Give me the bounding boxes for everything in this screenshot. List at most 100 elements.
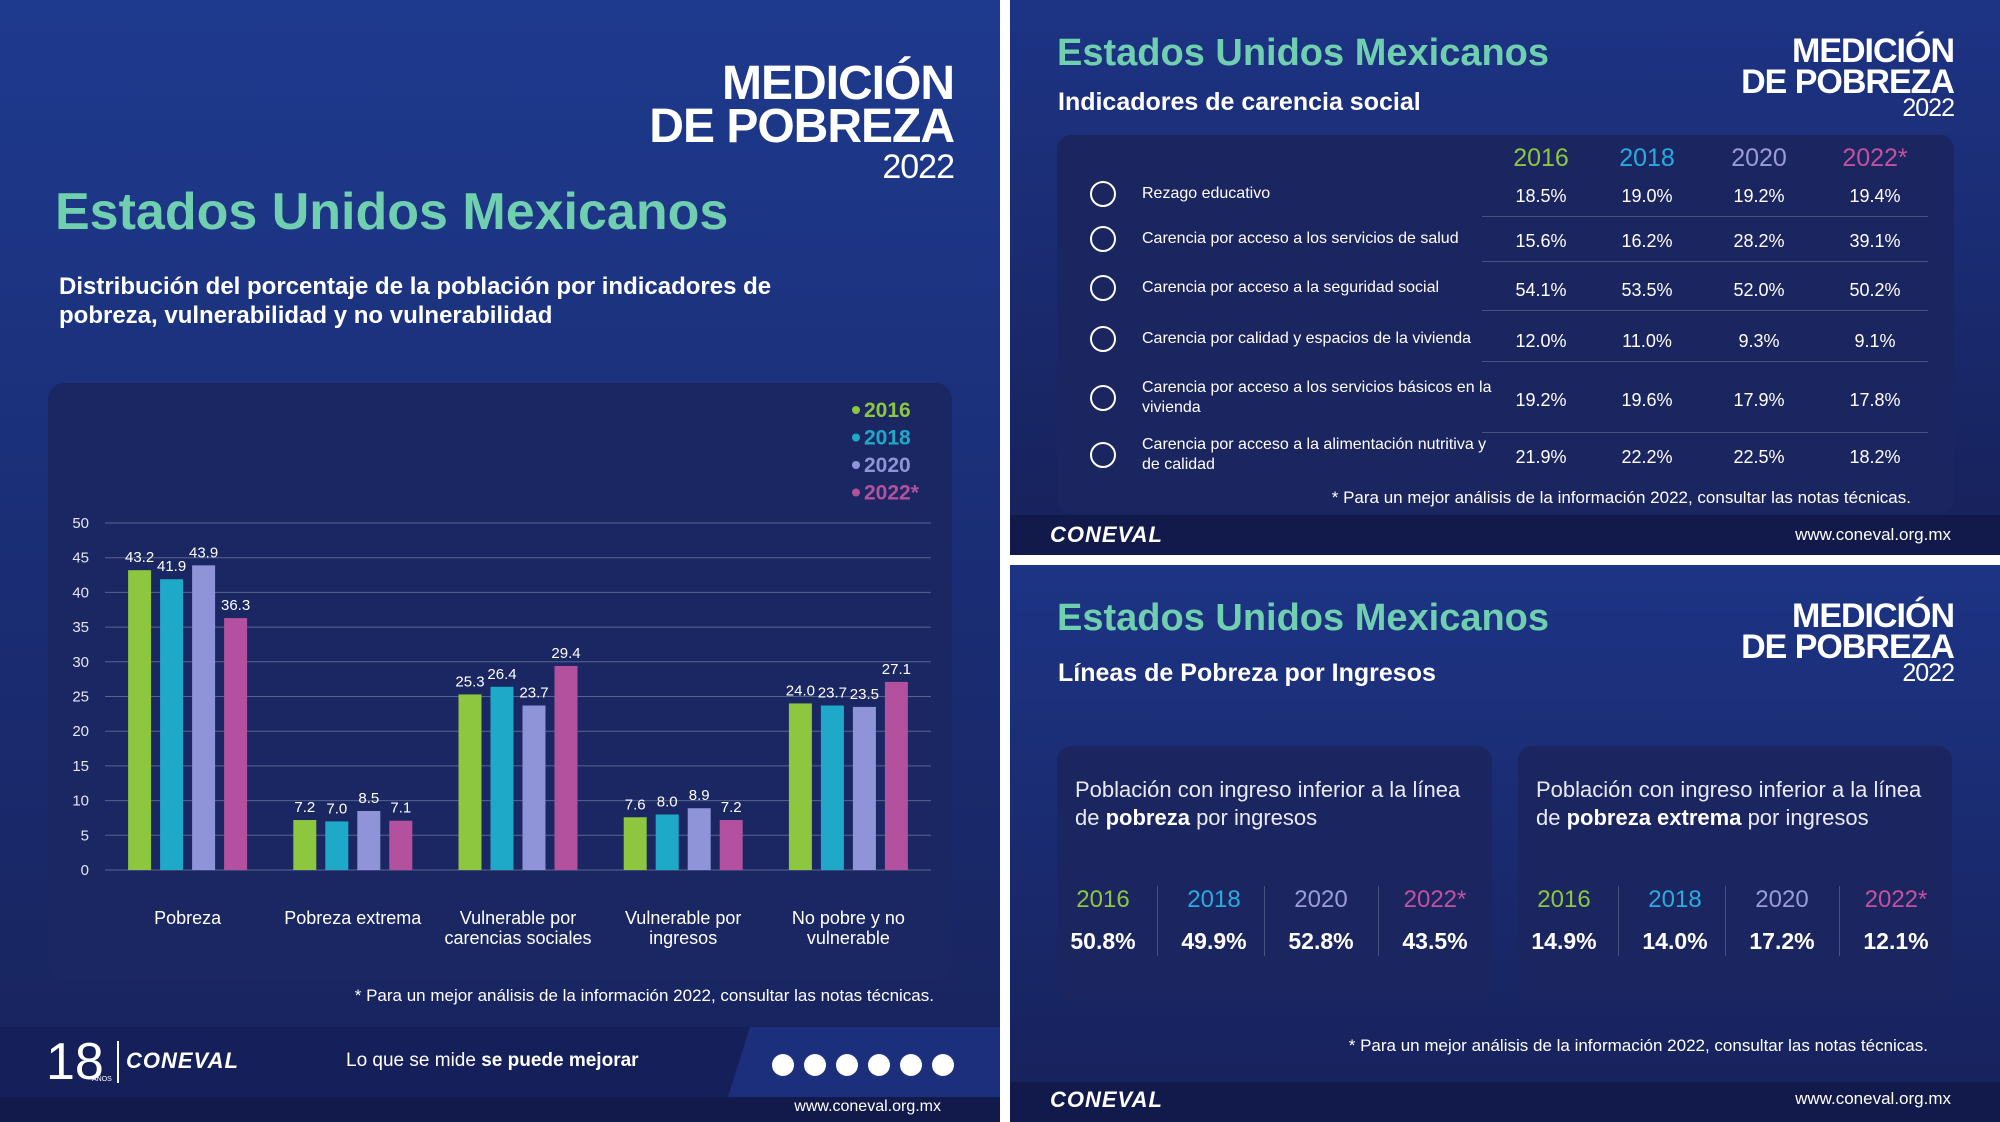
brand: CONEVAL bbox=[1050, 1087, 1163, 1112]
row-label: Carencia por acceso a la alimentación nu… bbox=[1142, 436, 1487, 473]
legend-marker bbox=[852, 488, 860, 497]
legend-marker bbox=[852, 433, 860, 442]
cell: 22.5% bbox=[1733, 447, 1785, 467]
divider bbox=[1378, 886, 1379, 956]
card-text-part: por ingresos bbox=[1189, 805, 1318, 830]
cell: 19.4% bbox=[1849, 186, 1901, 206]
value-label: 25.3 bbox=[455, 673, 484, 690]
subtitle: Indicadores de carencia social bbox=[1058, 88, 1421, 116]
value-label: 8.0 bbox=[657, 793, 678, 810]
year: 2018 bbox=[1187, 886, 1241, 913]
divider bbox=[1264, 886, 1265, 956]
row-label: Rezago educativo bbox=[1142, 185, 1271, 202]
value: 52.8% bbox=[1288, 928, 1354, 954]
divider bbox=[1618, 886, 1619, 956]
row-icon bbox=[1090, 442, 1116, 468]
row-divider bbox=[1482, 310, 1928, 311]
bar bbox=[293, 820, 317, 870]
note: * Para un mejor análisis de la informaci… bbox=[354, 986, 934, 1005]
bar bbox=[623, 817, 647, 870]
y-tick-label: 35 bbox=[72, 619, 89, 636]
logo-year: 2022 bbox=[1902, 659, 1955, 688]
table-card: 2016 2018 2020 2022* Rezago educativo 18.5% 19… bbox=[1057, 135, 1954, 513]
icon bbox=[772, 1054, 794, 1076]
note: * Para un mejor análisis de la informaci… bbox=[1331, 488, 1911, 507]
row-label: Carencia por acceso a la seguridad socia… bbox=[1142, 279, 1440, 296]
value-label: 7.1 bbox=[390, 800, 411, 817]
cell: 52.0% bbox=[1733, 280, 1785, 300]
row-icon bbox=[1090, 181, 1116, 207]
year: 2016 bbox=[1537, 886, 1591, 913]
logo-line: MEDICIÓN bbox=[1792, 597, 1955, 635]
bar bbox=[325, 821, 349, 870]
value-label: 23.5 bbox=[850, 686, 879, 703]
value-label: 41.9 bbox=[157, 558, 186, 575]
icon bbox=[836, 1054, 858, 1076]
bar bbox=[719, 820, 743, 870]
legend-marker bbox=[852, 461, 860, 469]
logo: MEDICIÓN DE POBREZA 2022 bbox=[1741, 32, 1955, 123]
year: 2018 bbox=[1648, 886, 1702, 913]
bar bbox=[522, 705, 546, 870]
year: 2020 bbox=[1755, 886, 1809, 913]
logo: MEDICIÓN DE POBREZA 2022 bbox=[649, 59, 955, 184]
income-card: Población con ingreso inferior a la líne… bbox=[1518, 746, 1952, 1001]
income-card: Población con ingreso inferior a la líne… bbox=[1057, 746, 1492, 1001]
left-panel: MEDICIÓN DE POBREZA 2022 Estados Unidos … bbox=[0, 0, 1000, 1122]
subtitle: Distribución del porcentaje de la poblac… bbox=[59, 273, 772, 329]
y-tick-label: 25 bbox=[72, 689, 89, 706]
logo: MEDICIÓN DE POBREZA 2022 bbox=[1741, 597, 1955, 688]
value-label: 23.7 bbox=[818, 685, 847, 702]
legend-marker bbox=[852, 406, 860, 414]
x-tick-label: No pobre y no vulnerable bbox=[791, 908, 905, 948]
value-label: 27.1 bbox=[882, 661, 911, 678]
row-divider bbox=[1482, 432, 1928, 433]
cell: 18.5% bbox=[1515, 186, 1567, 206]
y-tick-label: 50 bbox=[72, 515, 89, 532]
row-icon bbox=[1090, 275, 1116, 301]
value-label: 8.9 bbox=[689, 787, 710, 804]
note: * Para un mejor análisis de la informaci… bbox=[1348, 1036, 1928, 1055]
value-label: 43.9 bbox=[189, 544, 218, 561]
slogan-bold: se puede mejorar bbox=[481, 1050, 639, 1071]
year: 2020 bbox=[1294, 886, 1348, 913]
card-text-part: pobreza bbox=[1105, 805, 1190, 830]
cell: 21.9% bbox=[1515, 447, 1567, 467]
icon bbox=[804, 1054, 826, 1076]
cell: 39.1% bbox=[1849, 231, 1901, 251]
value-label: 7.0 bbox=[326, 800, 347, 817]
row-label: Carencia por acceso a los servicios de s… bbox=[1142, 230, 1459, 247]
value: 14.9% bbox=[1531, 928, 1597, 954]
legend-label: 2022* bbox=[864, 482, 920, 505]
cell: 12.0% bbox=[1515, 331, 1567, 351]
logo-year: 2022 bbox=[1902, 94, 1955, 123]
cell: 18.2% bbox=[1849, 447, 1901, 467]
row-icon bbox=[1090, 326, 1116, 352]
footer-bg bbox=[0, 1027, 1000, 1122]
slogan-plain: Lo que se mide bbox=[346, 1050, 476, 1071]
cell: 16.2% bbox=[1621, 231, 1673, 251]
row-label: Carencia por calidad y espacios de la vi… bbox=[1142, 330, 1472, 347]
bar bbox=[554, 665, 578, 870]
logo-line: DE POBREZA bbox=[649, 100, 955, 154]
url: www.coneval.org.mx bbox=[1795, 525, 1951, 544]
footer bbox=[1010, 515, 2000, 555]
card-text: Población con ingreso inferior a la líne… bbox=[1536, 776, 1936, 832]
slogan: Lo que se mide se puede mejorar bbox=[346, 1050, 639, 1072]
lineas-panel: Estados Unidos Mexicanos Líneas de Pobre… bbox=[1010, 565, 2000, 1122]
value-label: 29.4 bbox=[551, 645, 580, 662]
title: Estados Unidos Mexicanos bbox=[55, 183, 729, 241]
footer-shape bbox=[0, 1027, 750, 1097]
cell: 19.0% bbox=[1621, 186, 1673, 206]
value-label: 24.0 bbox=[786, 682, 815, 699]
footer-strip bbox=[0, 1097, 1000, 1122]
column-header: 2016 bbox=[1513, 144, 1569, 172]
value: 17.2% bbox=[1749, 928, 1815, 954]
logo-line: MEDICIÓN bbox=[1792, 32, 1955, 70]
year: 2022* bbox=[1403, 886, 1467, 913]
legend-label: 2018 bbox=[864, 427, 911, 450]
brand: CONEVAL bbox=[1050, 522, 1163, 547]
value-label: 23.7 bbox=[519, 685, 548, 702]
value-label: 7.2 bbox=[294, 799, 315, 816]
column-header: 2022* bbox=[1842, 144, 1908, 172]
